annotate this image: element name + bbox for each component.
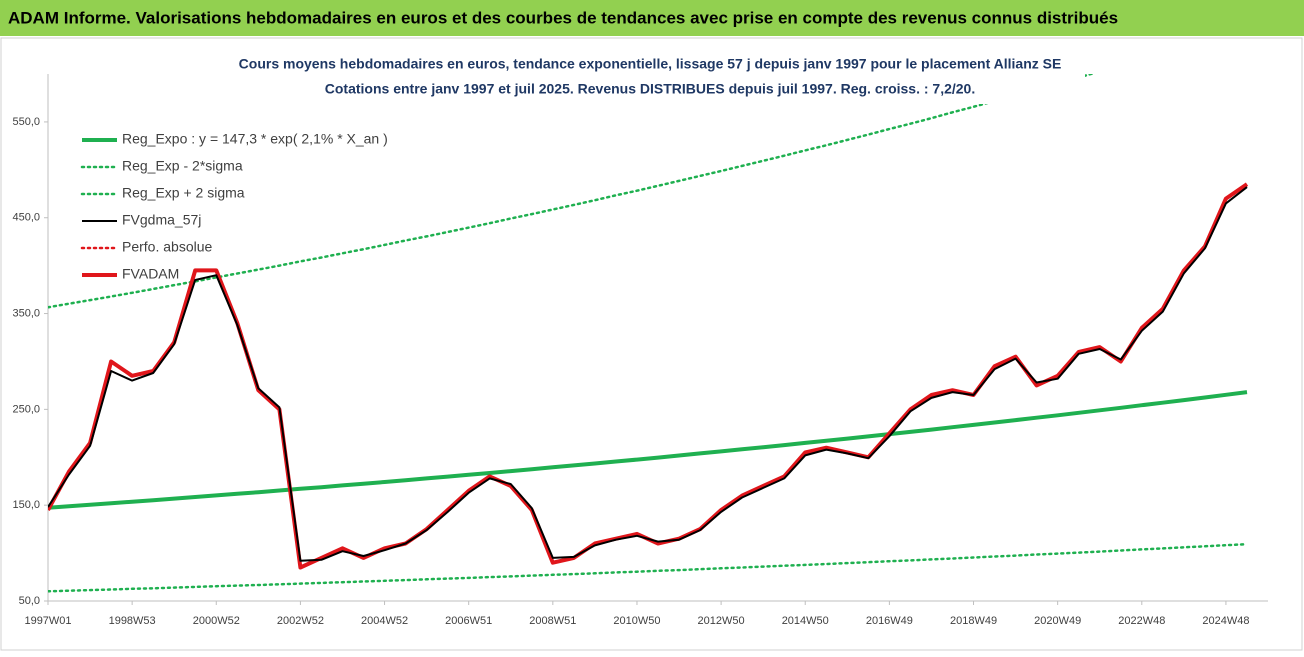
subtitle: Cours moyens hebdomadaires en euros, ten… [239,56,1062,72]
x-tick-label: 2000W52 [193,615,240,627]
series-line [48,186,1248,562]
x-tick-label: 2004W52 [361,615,408,627]
x-tick-label: 2022W48 [1118,615,1165,627]
series-line [48,390,1248,510]
y-tick-label: 150,0 [12,499,40,511]
y-tick-label: 550,0 [12,116,40,128]
subtitle-group: Cours moyens hebdomadaires en euros, ten… [215,50,1085,104]
x-tick-label: 2008W51 [529,615,576,627]
series-line [48,74,1096,309]
frame [0,37,1303,651]
legend: Reg_Expo : y = 147,3 * exp( 2,1% * X_an … [80,131,388,282]
x-tick-label: 2018W49 [950,615,997,627]
x-tick-label: 2002W52 [277,615,324,627]
legend-label: Perfo. absolue [122,239,212,255]
legend-label: FVADAM [122,266,179,282]
y-tick-label: 250,0 [12,403,40,415]
x-tick-label: 2020W49 [1034,615,1081,627]
x-tick-label: 1998W53 [109,615,156,627]
plot-area [48,74,1249,593]
x-tick-label: 2006W51 [445,615,492,627]
x-tick-label: 2010W50 [613,615,660,627]
subtitle: Cotations entre janv 1997 et juil 2025. … [325,81,975,97]
legend-label: Reg_Exp + 2 sigma [122,185,245,201]
y-tick-label: 350,0 [12,307,40,319]
x-tick-label: 2016W49 [866,615,913,627]
x-tick-label: 2014W50 [782,615,829,627]
chart-title: ADAM Informe. Valorisations hebdomadaire… [8,8,1118,27]
legend-label: Reg_Expo : y = 147,3 * exp( 2,1% * X_an … [122,131,388,147]
y-tick-label: 450,0 [12,212,40,224]
series-line [48,542,1249,593]
legend-label: FVgdma_57j [122,212,201,228]
subtitle-background [215,50,1085,104]
x-tick-label: 1997W01 [24,615,71,627]
y-tick-label: 50,0 [19,595,40,607]
x-tick-label: 2024W48 [1202,615,1249,627]
legend-label: Reg_Exp - 2*sigma [122,158,243,174]
x-tick-label: 2012W50 [698,615,745,627]
axes: 50,0 150,0 250,0 350,0 450,0 550,0 1997W01 1998… [12,74,1268,627]
title-bar [0,0,1304,36]
